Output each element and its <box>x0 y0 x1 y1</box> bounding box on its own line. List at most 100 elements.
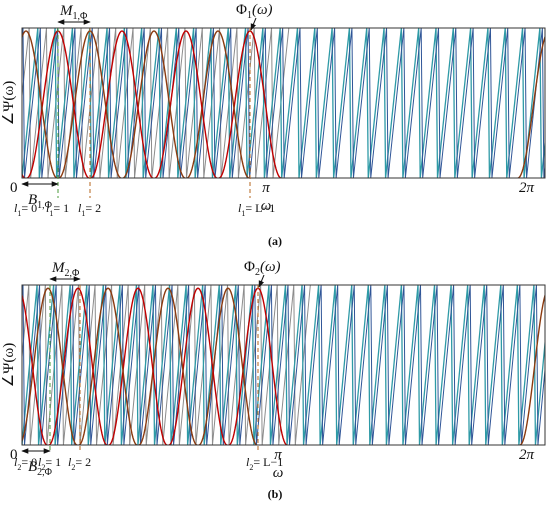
filter-response <box>22 287 78 445</box>
text-part: 2 <box>41 463 45 472</box>
filter-response <box>78 287 138 445</box>
text-part: 2 <box>17 463 21 472</box>
text-part: 1 <box>49 209 53 218</box>
filter-response <box>186 30 250 178</box>
filter-response <box>519 293 545 445</box>
text-part: 0 <box>10 180 18 196</box>
text-part: M <box>59 3 74 19</box>
text-part: π <box>274 447 282 463</box>
filter-label: Φ2(ω) <box>244 259 281 278</box>
text-part: ω <box>273 465 284 481</box>
text-part: Φ <box>236 2 247 18</box>
index-label: l2= L−1 <box>246 455 283 472</box>
text-part: ω <box>261 198 272 214</box>
text-part: 1 <box>81 209 85 218</box>
text-part: = 1 <box>45 455 61 469</box>
filter-response <box>90 30 154 178</box>
index-label: l2= 0 <box>14 455 37 472</box>
text-part: 1,Φ <box>37 200 52 211</box>
text-part: = L−1 <box>253 455 283 469</box>
text-part: l <box>46 201 50 215</box>
text-part: 0 <box>10 447 18 463</box>
text-part: l <box>68 455 72 469</box>
text-part: = 2 <box>85 201 101 215</box>
index-label: l1= 0 <box>14 201 37 218</box>
text-part: = 2 <box>75 455 91 469</box>
filter-response <box>22 293 48 445</box>
text-part: l <box>238 201 242 215</box>
phase-curve <box>22 28 545 178</box>
text-part: ∠Ψ(ω) <box>1 81 17 125</box>
filter-response <box>108 287 168 445</box>
text-part: 2,Φ <box>65 268 80 279</box>
text-part: B <box>28 192 37 208</box>
filter-response <box>198 287 258 445</box>
text-part: = L−1 <box>245 201 275 215</box>
index-label: l1= L−1 <box>238 201 275 218</box>
filter-response <box>138 287 198 445</box>
x-axis-label: ω <box>261 198 272 214</box>
y-axis-label: ∠Ψ(ω) <box>1 343 17 387</box>
filter-response <box>517 35 545 178</box>
text-part: 2 <box>255 267 260 278</box>
origin-label: 0 <box>10 447 18 463</box>
panel-caption: (a) <box>268 234 282 248</box>
text-part: 2 <box>249 463 253 472</box>
text-part: 2π <box>519 447 535 463</box>
two-pi-label: 2π <box>519 180 535 196</box>
y-axis-label: ∠Ψ(ω) <box>1 81 17 125</box>
index-label: l1= 1 <box>46 201 69 218</box>
text-part: = 0 <box>21 201 37 215</box>
axes-frame <box>21 284 546 446</box>
filter-response <box>122 30 186 178</box>
filter-arrow <box>258 274 265 288</box>
text-part: 2π <box>519 180 535 196</box>
two-pi-label: 2π <box>519 447 535 463</box>
phase-curve <box>22 28 545 178</box>
filter-response <box>22 30 58 178</box>
text-part: Φ <box>244 259 255 275</box>
phase-curve <box>22 285 545 445</box>
text-part: 2 <box>71 463 75 472</box>
bandwidth-label: B2,Φ <box>28 459 52 478</box>
filter-response <box>154 30 218 178</box>
text-part: (ω) <box>260 259 281 275</box>
text-part: ∠Ψ(ω) <box>1 343 17 387</box>
text-part: = 1 <box>53 201 69 215</box>
panel-caption: (b) <box>268 487 283 501</box>
text-part: M <box>51 260 66 276</box>
plot-curves <box>22 285 545 445</box>
x-axis-label: ω <box>273 465 284 481</box>
text-part: B <box>28 459 37 475</box>
text-part: 2,Φ <box>37 467 52 478</box>
text-part: π <box>262 180 270 196</box>
index-label: l2= 2 <box>68 455 91 472</box>
filter-label: Φ1(ω) <box>236 2 273 21</box>
filter-response <box>48 287 108 445</box>
text-part: (b) <box>268 487 283 501</box>
origin-label: 0 <box>10 180 18 196</box>
text-part: 1 <box>17 209 21 218</box>
text-part: l <box>14 201 18 215</box>
pi-label: π <box>274 447 282 463</box>
spacing-label: M1,Φ <box>59 3 87 22</box>
text-part: (ω) <box>252 2 273 18</box>
text-part: l <box>78 201 82 215</box>
text-part: 1 <box>247 10 252 21</box>
axes-frame <box>21 27 546 179</box>
spacing-label: M2,Φ <box>51 260 79 279</box>
text-part: l <box>38 455 42 469</box>
index-label: l1= 2 <box>78 201 101 218</box>
pi-label: π <box>262 180 270 196</box>
text-part: 1 <box>241 209 245 218</box>
plot-curves <box>22 28 545 178</box>
text-part: l <box>246 455 250 469</box>
index-label: l2= 1 <box>38 455 61 472</box>
text-part: = 0 <box>21 455 37 469</box>
filter-response <box>168 287 228 445</box>
text-part: l <box>14 455 18 469</box>
bandwidth-label: B1,Φ <box>28 192 52 211</box>
text-part: 1,Φ <box>73 11 88 22</box>
text-part: (a) <box>268 234 282 248</box>
